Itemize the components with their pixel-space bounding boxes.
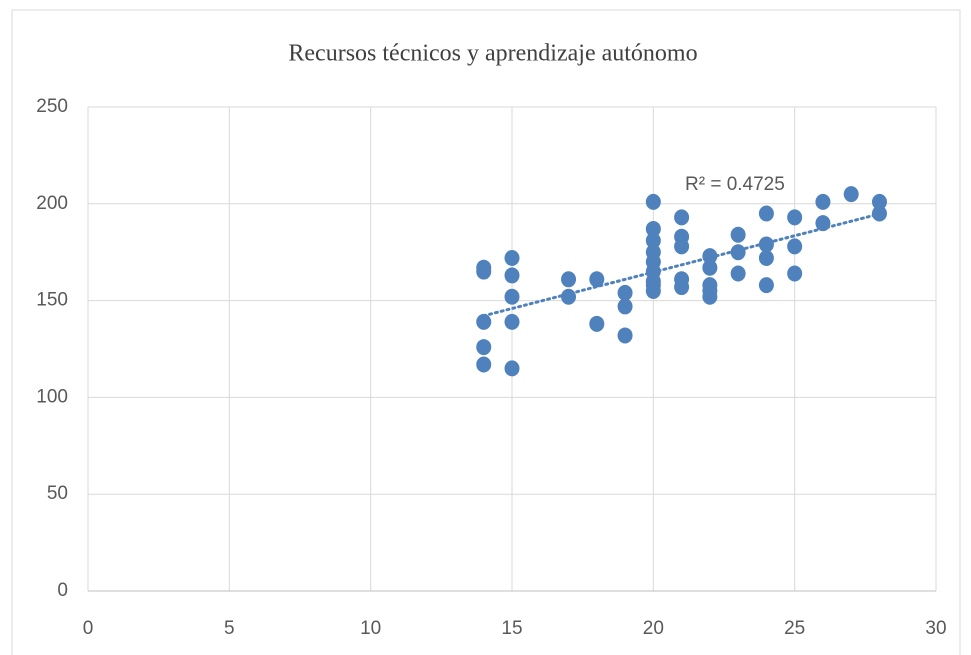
point [702, 282, 718, 299]
point [504, 288, 520, 305]
point [815, 193, 831, 210]
point [758, 277, 774, 294]
point [674, 238, 690, 255]
y-tick-label: 100 [36, 386, 68, 407]
point [617, 327, 633, 344]
x-tick-label: 25 [784, 618, 805, 639]
point [476, 339, 492, 356]
point [561, 288, 577, 305]
point [730, 265, 746, 282]
point [758, 236, 774, 253]
point [843, 186, 859, 203]
point [476, 356, 492, 373]
point [645, 232, 661, 249]
point [674, 209, 690, 226]
point [589, 315, 605, 332]
point [702, 259, 718, 276]
point [617, 298, 633, 315]
point [504, 360, 520, 377]
x-tick-label: 20 [643, 618, 664, 639]
point [787, 265, 803, 282]
y-tick-label: 250 [36, 96, 68, 117]
chart-title: Recursos técnicos y aprendizaje autónomo [288, 41, 697, 67]
x-tick-label: 5 [224, 618, 235, 639]
trendline-label: R² = 0.4725 [685, 174, 785, 195]
point [504, 267, 520, 284]
point [504, 250, 520, 267]
point [476, 263, 492, 280]
point [871, 193, 887, 210]
trendline [482, 212, 881, 318]
point [787, 209, 803, 226]
point [645, 277, 661, 294]
point [645, 193, 661, 210]
y-tick-label: 200 [36, 193, 68, 214]
point [645, 220, 661, 237]
point [730, 226, 746, 243]
y-tick-label: 0 [57, 580, 68, 601]
point [476, 313, 492, 330]
x-tick-label: 0 [83, 618, 94, 639]
y-tick-label: 50 [47, 483, 68, 504]
chart-frame [11, 9, 961, 655]
y-tick-label: 150 [36, 290, 68, 311]
x-tick-label: 15 [501, 618, 522, 639]
point [758, 205, 774, 222]
point [617, 284, 633, 301]
point [787, 238, 803, 255]
x-tick-label: 10 [360, 618, 381, 639]
point [589, 271, 605, 288]
point [758, 250, 774, 267]
point [561, 271, 577, 288]
x-tick-label: 30 [925, 618, 946, 639]
point [504, 313, 520, 330]
point [674, 279, 690, 296]
